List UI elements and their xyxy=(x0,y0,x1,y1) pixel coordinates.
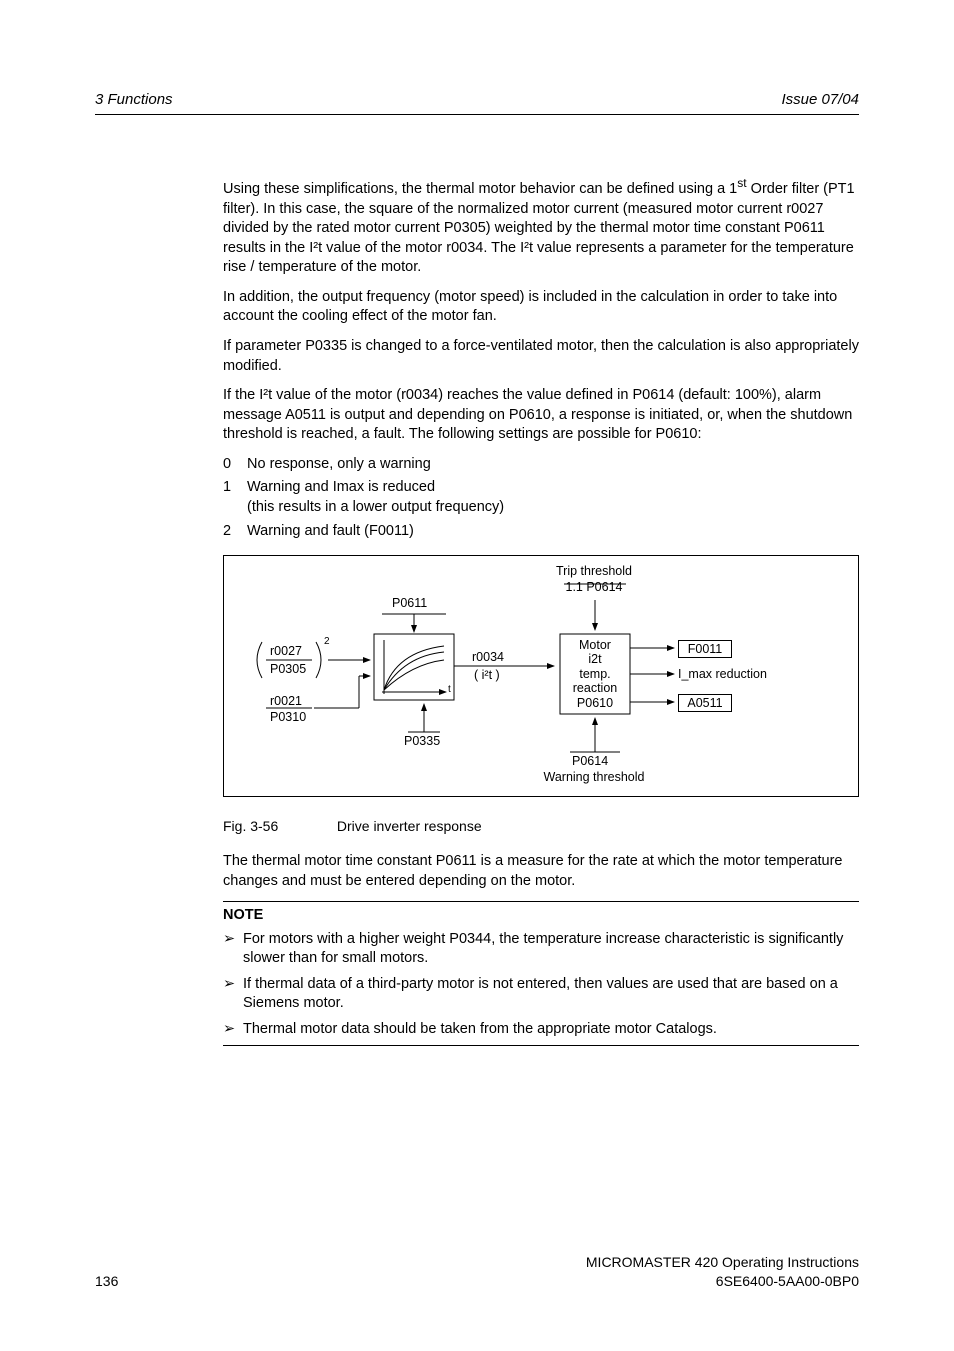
paragraph-4: If the I²t value of the motor (r0034) re… xyxy=(223,386,859,445)
note-item-2: ➢ If thermal data of a third-party motor… xyxy=(223,975,859,1014)
list-num-0: 0 xyxy=(223,455,247,475)
note-rule-top xyxy=(223,901,859,902)
p1-a: Using these simplifications, the thermal… xyxy=(223,181,737,197)
list-txt-1: Warning and Imax is reduced (this result… xyxy=(247,478,859,517)
note-text-1: For motors with a higher weight P0344, t… xyxy=(243,930,859,969)
list-item-1: 1 Warning and Imax is reduced (this resu… xyxy=(223,478,859,517)
bullet-icon: ➢ xyxy=(223,975,243,1014)
paragraph-5: The thermal motor time constant P0611 is… xyxy=(223,852,859,891)
paragraph-3: If parameter P0335 is changed to a force… xyxy=(223,337,859,376)
label-p0614: P0614 xyxy=(572,754,608,768)
label-r0021: r0021 xyxy=(270,694,302,708)
p1-sup: st xyxy=(737,176,746,190)
bullet-icon: ➢ xyxy=(223,1020,243,1040)
label-t-axis: t xyxy=(448,684,451,696)
bullet-icon: ➢ xyxy=(223,930,243,969)
list-item-2: 2 Warning and fault (F0011) xyxy=(223,522,859,542)
paragraph-1: Using these simplifications, the thermal… xyxy=(223,175,859,278)
note-item-1: ➢ For motors with a higher weight P0344,… xyxy=(223,930,859,969)
list-txt-1b: (this results in a lower output frequenc… xyxy=(247,499,504,515)
label-trip-val: 1.1 P0614 xyxy=(544,580,644,594)
header-right: Issue 07/04 xyxy=(781,90,859,110)
label-p0335: P0335 xyxy=(404,734,440,748)
label-i2t: ( i²t ) xyxy=(474,668,500,682)
box-f0011: F0011 xyxy=(678,640,732,658)
label-p0310: P0310 xyxy=(270,710,306,724)
list-txt-2: Warning and fault (F0011) xyxy=(247,522,859,542)
figure-caption: Fig. 3-56 Drive inverter response xyxy=(223,817,859,836)
note-item-3: ➢ Thermal motor data should be taken fro… xyxy=(223,1020,859,1040)
label-imax: I_max reduction xyxy=(678,667,767,681)
label-squared: 2 xyxy=(324,636,330,648)
note-rule-bottom xyxy=(223,1045,859,1046)
label-r0027: r0027 xyxy=(270,644,302,658)
caption-num: Fig. 3-56 xyxy=(223,817,333,836)
figure-3-56: Trip threshold 1.1 P0614 P0611 r0027 P03… xyxy=(223,555,859,797)
main-content: Using these simplifications, the thermal… xyxy=(223,175,859,1046)
header-left: 3 Functions xyxy=(95,90,173,110)
page-header: 3 Functions Issue 07/04 xyxy=(95,90,859,115)
list-txt-0: No response, only a warning xyxy=(247,455,859,475)
label-p0305: P0305 xyxy=(270,662,306,676)
list-num-1: 1 xyxy=(223,478,247,517)
list-txt-1a: Warning and Imax is reduced xyxy=(247,479,435,495)
footer-line2: 6SE6400-5AA00-0BP0 xyxy=(716,1272,859,1291)
list-item-0: 0 No response, only a warning xyxy=(223,455,859,475)
note-heading: NOTE xyxy=(223,906,859,926)
paragraph-2: In addition, the output frequency (motor… xyxy=(223,288,859,327)
box-a0511: A0511 xyxy=(678,694,732,712)
caption-text: Drive inverter response xyxy=(337,818,482,834)
page-footer: MICROMASTER 420 Operating Instructions 1… xyxy=(95,1253,859,1291)
note-text-2: If thermal data of a third-party motor i… xyxy=(243,975,859,1014)
label-motor-block: Motor i2t temp. reaction P0610 xyxy=(562,638,628,710)
footer-line1: MICROMASTER 420 Operating Instructions xyxy=(95,1253,859,1272)
label-r0034: r0034 xyxy=(472,650,504,664)
list-num-2: 2 xyxy=(223,522,247,542)
label-p0611: P0611 xyxy=(392,596,427,610)
note-text-3: Thermal motor data should be taken from … xyxy=(243,1020,859,1040)
page-number: 136 xyxy=(95,1272,118,1291)
label-trip-threshold: Trip threshold xyxy=(544,564,644,578)
label-warning-threshold: Warning threshold xyxy=(534,770,654,784)
